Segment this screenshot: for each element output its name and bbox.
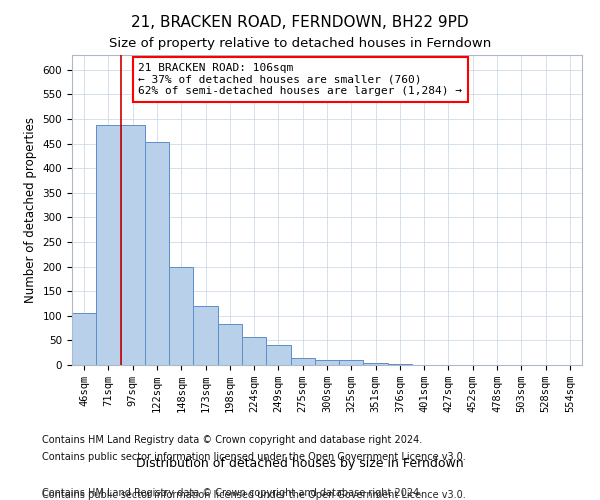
Bar xyxy=(266,346,290,365)
Bar xyxy=(193,306,218,365)
Bar xyxy=(169,266,193,365)
Bar xyxy=(145,142,169,365)
Bar xyxy=(290,358,315,365)
Text: Contains public sector information licensed under the Open Government Licence v3: Contains public sector information licen… xyxy=(42,490,466,500)
Text: 21 BRACKEN ROAD: 106sqm
← 37% of detached houses are smaller (760)
62% of semi-d: 21 BRACKEN ROAD: 106sqm ← 37% of detache… xyxy=(139,62,463,96)
Text: Contains HM Land Registry data © Crown copyright and database right 2024.: Contains HM Land Registry data © Crown c… xyxy=(42,435,422,445)
Text: Contains HM Land Registry data © Crown copyright and database right 2024.: Contains HM Land Registry data © Crown c… xyxy=(42,488,422,498)
Bar xyxy=(96,126,121,365)
Bar xyxy=(339,360,364,365)
Bar xyxy=(218,324,242,365)
Text: Distribution of detached houses by size in Ferndown: Distribution of detached houses by size … xyxy=(136,458,464,470)
Bar xyxy=(364,362,388,365)
Text: 21, BRACKEN ROAD, FERNDOWN, BH22 9PD: 21, BRACKEN ROAD, FERNDOWN, BH22 9PD xyxy=(131,15,469,30)
Bar xyxy=(315,360,339,365)
Text: Contains public sector information licensed under the Open Government Licence v3: Contains public sector information licen… xyxy=(42,452,466,462)
Bar xyxy=(121,126,145,365)
Bar xyxy=(388,364,412,365)
Bar xyxy=(242,337,266,365)
Text: Size of property relative to detached houses in Ferndown: Size of property relative to detached ho… xyxy=(109,38,491,51)
Y-axis label: Number of detached properties: Number of detached properties xyxy=(24,117,37,303)
Bar xyxy=(72,314,96,365)
